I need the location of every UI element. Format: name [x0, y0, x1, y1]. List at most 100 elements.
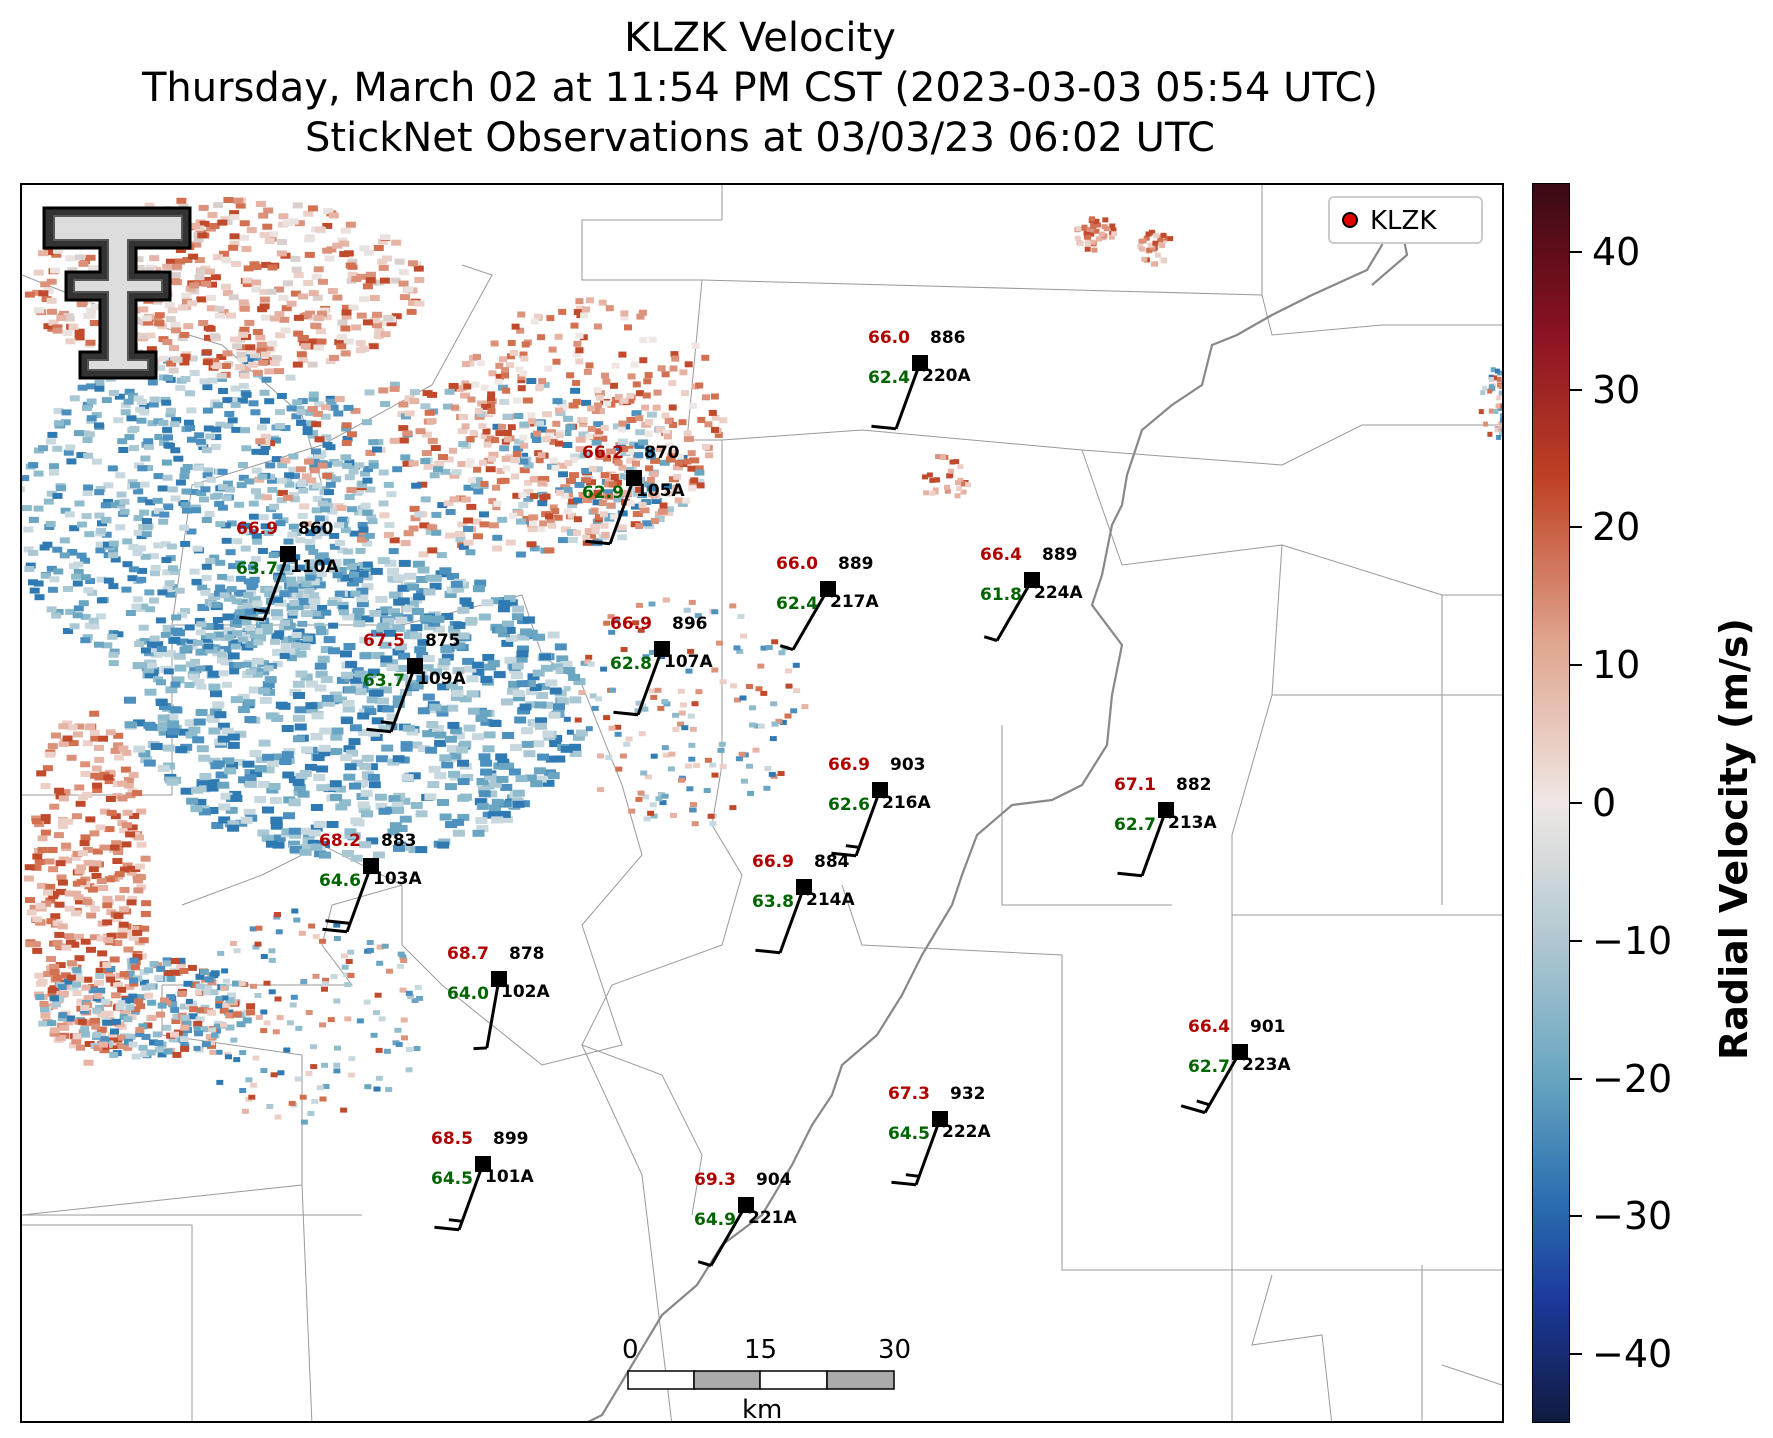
colorbar-tick-label: 30: [1592, 367, 1641, 412]
station-pressure: 878: [509, 944, 545, 964]
mississippi-river: [587, 204, 1409, 1421]
station-temperature: 68.2: [319, 831, 361, 851]
station-pressure: 904: [756, 1170, 792, 1190]
wind-barb-shaft: [262, 553, 290, 621]
station-dewpoint: 64.9: [694, 1210, 736, 1230]
station-dewpoint: 63.7: [236, 559, 278, 579]
station-101A[interactable]: 68.5 899 64.5 101A: [431, 1129, 534, 1232]
station-id: 213A: [1168, 813, 1217, 833]
station-221A[interactable]: 69.3 904 64.9 221A: [694, 1170, 797, 1268]
wind-barb-shaft: [791, 588, 830, 651]
legend: KLZK: [1328, 196, 1483, 244]
wind-barb-flag: [322, 927, 348, 934]
wind-barb-shaft: [636, 648, 664, 716]
station-dewpoint: 63.7: [363, 671, 405, 691]
wind-barb-half: [380, 720, 395, 725]
colorbar-label: Radial Velocity (m/s): [1712, 618, 1756, 1060]
wind-barb-shaft: [914, 1118, 942, 1186]
wind-barb-shaft: [894, 362, 922, 430]
station-temperature: 66.9: [828, 755, 870, 775]
wind-barb-flag: [755, 948, 781, 955]
map-canvas: 66.0 886 62.4 220A 66.2 870 62.9 105A 66.9 860 63.…: [22, 185, 1502, 1421]
wind-barb-flag: [325, 919, 351, 925]
station-109A[interactable]: 67.5 875 63.7 109A: [363, 631, 466, 734]
station-marker: [1158, 802, 1174, 818]
station-id: 220A: [922, 366, 971, 386]
map-title: KLZK Velocity: [624, 15, 896, 61]
colorbar-tick-mark: [1570, 802, 1582, 804]
station-110A[interactable]: 66.9 860 63.7 110A: [236, 519, 339, 622]
colorbar-tick-label: 20: [1592, 505, 1641, 550]
station-temperature: 68.5: [431, 1129, 473, 1149]
colorbar-tick-mark: [1570, 1353, 1582, 1356]
station-pressure: 932: [950, 1084, 986, 1104]
station-pressure: 886: [930, 328, 966, 348]
station-dewpoint: 62.7: [1188, 1057, 1230, 1077]
station-dewpoint: 64.5: [431, 1169, 473, 1189]
station-224A[interactable]: 66.4 889 61.8 224A: [980, 545, 1083, 643]
wind-barb-half: [983, 635, 998, 643]
station-id: 105A: [636, 481, 685, 501]
station-temperature: 66.9: [610, 614, 652, 634]
station-dewpoint: 62.6: [828, 795, 870, 815]
wind-barb-flag: [434, 1225, 460, 1232]
station-temperature: 67.5: [363, 631, 405, 651]
station-id: 217A: [830, 592, 879, 612]
colorbar-tick-label: −20: [1592, 1056, 1673, 1101]
station-id: 224A: [1034, 583, 1083, 603]
sticknet-stations: 66.0 886 62.4 220A 66.2 870 62.9 105A 66.9 860 63.…: [236, 328, 1291, 1268]
station-222A[interactable]: 67.3 932 64.5 222A: [888, 1084, 991, 1187]
station-marker: [407, 658, 423, 674]
colorbar-tick-mark: [1570, 250, 1582, 253]
station-marker: [475, 1156, 491, 1172]
station-dewpoint: 64.6: [319, 871, 361, 891]
station-temperature: 69.3: [694, 1170, 736, 1190]
colorbar-tick-label: −10: [1592, 918, 1673, 963]
station-103A[interactable]: 68.2 883 64.6 103A: [319, 831, 422, 934]
station-pressure: 860: [298, 519, 334, 539]
station-217A[interactable]: 66.0 889 62.4 217A: [776, 554, 879, 652]
station-dewpoint: 62.4: [868, 368, 910, 388]
station-id: 223A: [1242, 1055, 1291, 1075]
station-temperature: 66.4: [1188, 1017, 1230, 1037]
station-id: 222A: [942, 1122, 991, 1142]
station-id: 221A: [748, 1208, 797, 1228]
station-105A[interactable]: 66.2 870 62.9 105A: [582, 443, 685, 546]
wind-barb-shaft: [345, 865, 373, 933]
radar-map[interactable]: 66.0 886 62.4 220A 66.2 870 62.9 105A 66.9 860 63.…: [20, 183, 1504, 1423]
station-pressure: 901: [1250, 1017, 1286, 1037]
station-id: 102A: [501, 982, 550, 1002]
wind-barb-shaft: [389, 665, 417, 733]
colorbar-tick-mark: [1570, 664, 1582, 667]
station-dewpoint: 64.5: [888, 1124, 930, 1144]
station-102A[interactable]: 68.7 878 64.0 102A: [447, 944, 550, 1051]
station-213A[interactable]: 67.1 882 62.7 213A: [1114, 775, 1217, 878]
station-marker: [626, 470, 642, 486]
station-pressure: 896: [672, 614, 708, 634]
station-temperature: 66.2: [582, 443, 624, 463]
station-marker: [1024, 572, 1040, 588]
radar-site-marker: [1342, 212, 1358, 228]
station-107A[interactable]: 66.9 896 62.8 107A: [610, 614, 713, 717]
wind-barb-shaft: [709, 1204, 748, 1267]
station-temperature: 67.1: [1114, 775, 1156, 795]
wind-barb-half: [473, 1046, 487, 1051]
scale-tick-30: 30: [878, 1335, 912, 1365]
scale-bar: [627, 1370, 895, 1390]
station-marker: [738, 1197, 754, 1213]
wind-barb-half: [1196, 1099, 1210, 1107]
station-216A[interactable]: 66.9 903 62.6 216A: [828, 755, 931, 858]
station-id: 216A: [882, 793, 931, 813]
wind-barb-shaft: [608, 477, 636, 545]
wind-barb-half: [697, 1260, 712, 1268]
colorbar-tick-mark: [1570, 1077, 1582, 1080]
wind-barb-half: [905, 1173, 920, 1178]
texas-tech-logo: [40, 202, 196, 382]
station-214A[interactable]: 66.9 884 63.8 214A: [752, 852, 855, 955]
station-id: 103A: [373, 869, 422, 889]
wind-barb-shaft: [1140, 809, 1168, 877]
station-223A[interactable]: 66.4 901 62.7 223A: [1180, 1017, 1291, 1115]
station-220A[interactable]: 66.0 886 62.4 220A: [868, 328, 971, 431]
station-pressure: 875: [425, 631, 461, 651]
colorbar-tick-label: 40: [1592, 229, 1641, 274]
